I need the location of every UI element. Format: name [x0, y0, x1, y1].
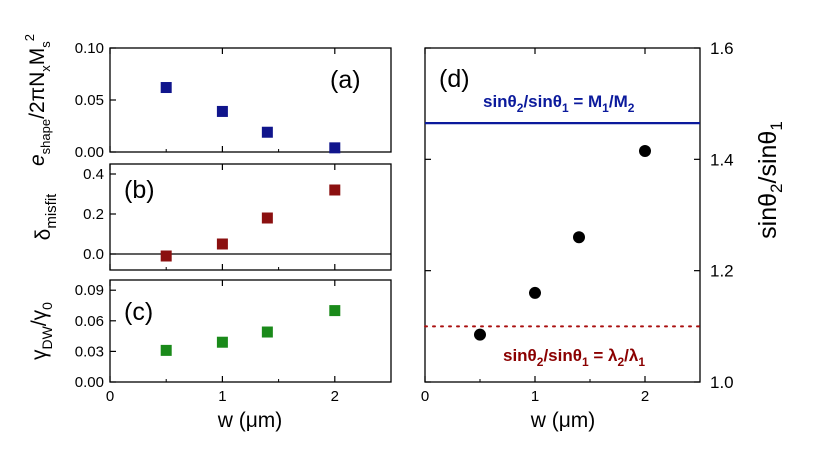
- panel-b-data-point: [261, 212, 273, 224]
- panel-b-ytick-label: 0.4: [83, 166, 104, 183]
- panel-a-frame: [109, 47, 392, 153]
- panel-b-data-point: [216, 238, 228, 250]
- panel-c-data-point: [261, 326, 273, 338]
- panel-a-data-point: [329, 142, 341, 154]
- blue-line-label: sinθ2/sinθ1 = M1/M2: [483, 92, 635, 115]
- panel-b-data-point: [160, 250, 172, 262]
- panel-c-xtick-label: 1: [218, 388, 226, 405]
- panel-d-xtick-label: 1: [531, 388, 539, 405]
- panel-d-tag: (d): [439, 65, 470, 93]
- panel-d-ytick-label: 1.2: [710, 262, 734, 281]
- panel-d-ytick-label: 1.4: [710, 150, 734, 169]
- panel-c-frame: [109, 279, 392, 383]
- panel-d-data-point: [573, 231, 585, 244]
- panel-b-data-point: [329, 184, 341, 196]
- panel-c-ytick-label: 0.09: [75, 282, 104, 299]
- panel-b-tag: (b): [124, 176, 155, 204]
- panel-b-ytick-label: 0.0: [83, 246, 104, 263]
- panel-c-data-point: [216, 336, 228, 348]
- panel-d-data-point: [639, 144, 651, 157]
- panel-c-ytick-label: 0.06: [75, 313, 104, 330]
- panel-c-ytick-label: 0.03: [75, 343, 104, 360]
- right-xlabel: w (μm): [530, 409, 596, 432]
- panel-c-tag: (c): [124, 298, 153, 326]
- panel-d-xtick-label: 2: [641, 388, 649, 405]
- panel-b-ytick-label: 0.2: [83, 206, 104, 223]
- panel-a-data-point: [160, 82, 172, 94]
- panel-d-ylabel: sinθ2/sinθ1: [754, 121, 786, 239]
- panel-c-xtick-label: 0: [106, 388, 114, 405]
- panel-d-xtick-label: 0: [421, 388, 429, 405]
- panel-a-ytick-label: 0.05: [75, 92, 104, 109]
- left-xlabel: w (μm): [217, 409, 283, 432]
- panel-b-ylabel: δmisfit: [32, 193, 60, 241]
- red-line-label: sinθ2/sinθ1 = λ2/λ1: [503, 346, 645, 369]
- chart-marks: 0.00 0.05 0.10 0.0 0.2 0.4 0 1 2 0.00 0.03 0.06 0.09…: [75, 39, 734, 405]
- panel-c-ytick-label: 0.00: [75, 374, 104, 391]
- panel-c-ylabel: γDW/γ0: [28, 302, 55, 360]
- panel-a-tag: (a): [330, 66, 361, 94]
- panel-d-frame: [424, 47, 701, 383]
- panel-d-ytick-label: 1.6: [710, 39, 734, 58]
- panel-a-data-point: [261, 126, 273, 138]
- panel-c-xtick-label: 2: [331, 388, 339, 405]
- panel-a-ytick-label: 0.10: [75, 40, 104, 57]
- panel-d-data-point: [474, 328, 486, 341]
- panel-a-ytick-label: 0.00: [75, 144, 104, 161]
- panel-d-ytick-label: 1.0: [710, 373, 734, 392]
- panel-c-data-point: [329, 305, 341, 317]
- panel-a-ylabel: eshape/2πNxMs2: [22, 34, 53, 166]
- panel-d-data-point: [529, 286, 541, 299]
- panel-a-data-point: [216, 105, 228, 117]
- panel-b-frame: [109, 163, 392, 271]
- panel-c-data-point: [160, 344, 172, 356]
